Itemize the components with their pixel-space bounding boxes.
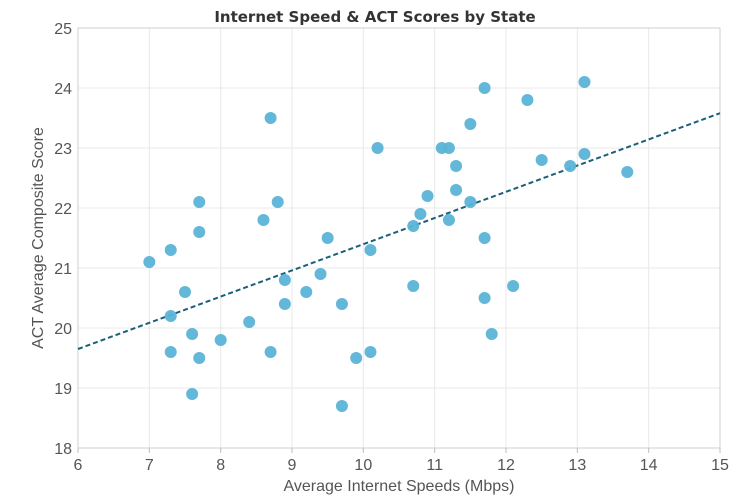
tick-layer: 6 7 8 9 10 11 12 13 14 15 18 19 20 21 22 23 24 25: [54, 21, 729, 474]
y-tick-label: 24: [54, 81, 72, 98]
data-point: [364, 244, 377, 256]
x-tick-label: 13: [568, 457, 586, 474]
x-tick-label: 15: [711, 457, 729, 474]
data-point: [521, 94, 534, 106]
data-point: [186, 388, 199, 400]
data-point: [243, 316, 256, 328]
points-layer: [143, 76, 634, 412]
x-tick-label: 14: [640, 457, 658, 474]
data-point: [407, 220, 420, 232]
y-tick-label: 21: [54, 261, 72, 278]
grid-layer: [77, 27, 721, 449]
data-point: [164, 310, 177, 322]
data-point: [214, 334, 227, 346]
data-point: [300, 286, 313, 298]
data-point: [350, 352, 363, 364]
data-point: [421, 190, 434, 202]
data-point: [535, 154, 548, 166]
x-axis-label: Average Internet Speeds (Mbps): [284, 478, 515, 495]
data-point: [314, 268, 327, 280]
data-point: [450, 160, 463, 172]
plot-frame: [77, 27, 721, 449]
data-point: [321, 232, 334, 244]
trendline: [77, 112, 721, 350]
data-point: [478, 82, 491, 94]
x-tick-label: 9: [288, 457, 297, 474]
data-point: [264, 346, 277, 358]
data-point: [143, 256, 156, 268]
data-point: [407, 280, 420, 292]
data-point: [193, 196, 206, 208]
y-tick-label: 20: [54, 321, 72, 338]
data-point: [186, 328, 199, 340]
x-tick-label: 12: [497, 457, 515, 474]
data-point: [564, 160, 577, 172]
y-tick-label: 19: [54, 381, 72, 398]
x-tick-label: 8: [216, 457, 225, 474]
data-point: [478, 232, 491, 244]
chart-title: Internet Speed & ACT Scores by State: [214, 8, 535, 26]
data-point: [578, 76, 591, 88]
x-tick-label: 6: [74, 457, 83, 474]
data-point: [442, 214, 455, 226]
data-point: [464, 196, 477, 208]
x-tick-label: 11: [426, 457, 443, 474]
data-point: [179, 286, 191, 298]
data-point: [271, 196, 284, 208]
data-point: [264, 112, 277, 124]
data-point: [464, 118, 477, 130]
data-point: [507, 280, 520, 292]
y-tick-label: 25: [54, 21, 72, 38]
data-point: [364, 346, 377, 358]
data-point: [335, 400, 348, 412]
data-point: [485, 328, 498, 340]
y-tick-label: 22: [54, 201, 72, 218]
data-point: [578, 148, 591, 160]
data-point: [164, 244, 177, 256]
data-point: [193, 226, 206, 238]
y-tick-label: 23: [54, 141, 72, 158]
data-point: [335, 298, 348, 310]
data-point: [371, 142, 384, 154]
data-point: [621, 166, 634, 178]
data-point: [164, 346, 177, 358]
data-point: [257, 214, 270, 226]
data-point: [414, 208, 427, 220]
x-tick-label: 7: [145, 457, 154, 474]
data-point: [478, 292, 491, 304]
x-tick-label: 10: [354, 457, 372, 474]
y-tick-label: 18: [54, 441, 72, 458]
data-point: [442, 142, 455, 154]
data-point: [193, 352, 206, 364]
data-point: [278, 274, 291, 286]
data-point: [450, 184, 463, 196]
y-axis-label: ACT Average Composite Score: [30, 127, 47, 349]
data-point: [278, 298, 291, 310]
